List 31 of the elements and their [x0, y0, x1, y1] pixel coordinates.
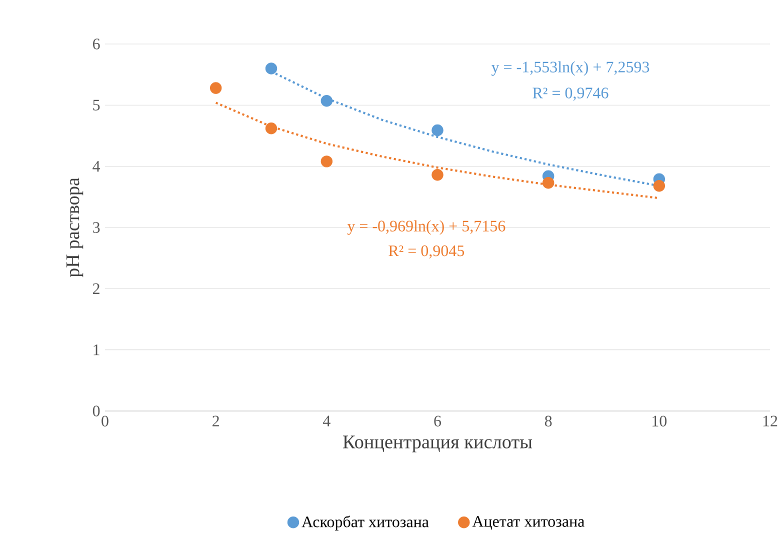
point	[542, 176, 554, 189]
legend-label: Ацетат хитозана	[472, 516, 584, 530]
x-tick-label: 12	[763, 416, 778, 426]
point	[320, 156, 333, 168]
annotation: R² = 0,9746	[532, 88, 608, 101]
legend-label: Аскорбат хитозана	[302, 516, 429, 531]
y-tick-label: 6	[92, 38, 100, 50]
point	[653, 180, 666, 192]
annotation: R² = 0,9045	[388, 245, 464, 259]
x-tick-label: 10	[652, 416, 667, 426]
y-tick-label: 0	[92, 406, 100, 416]
annotation: y = -0,969ln(x) + 5,7156	[347, 220, 506, 235]
x-tick-label: 2	[212, 416, 219, 426]
y-axis-title: pH раствора	[66, 178, 84, 278]
x-axis-title: Концентрация кислоты	[343, 436, 532, 452]
point	[265, 62, 278, 74]
x-tick-label: 8	[544, 416, 552, 426]
y-tick-label: 5	[93, 100, 100, 110]
x-tick-label: 6	[434, 416, 442, 426]
y-tick-label: 2	[93, 283, 100, 294]
point	[210, 82, 222, 94]
point	[320, 95, 333, 107]
annotation: y = -1,553ln(x) + 7,2593	[491, 61, 650, 76]
y-tick-label: 4	[92, 161, 100, 172]
point	[432, 169, 444, 181]
point	[432, 124, 444, 136]
y-tick-label: 3	[93, 222, 100, 233]
y-tick-label: 1	[94, 344, 100, 356]
point	[265, 122, 278, 134]
x-tick-label: 0	[102, 416, 108, 426]
x-tick-label: 4	[322, 416, 330, 426]
